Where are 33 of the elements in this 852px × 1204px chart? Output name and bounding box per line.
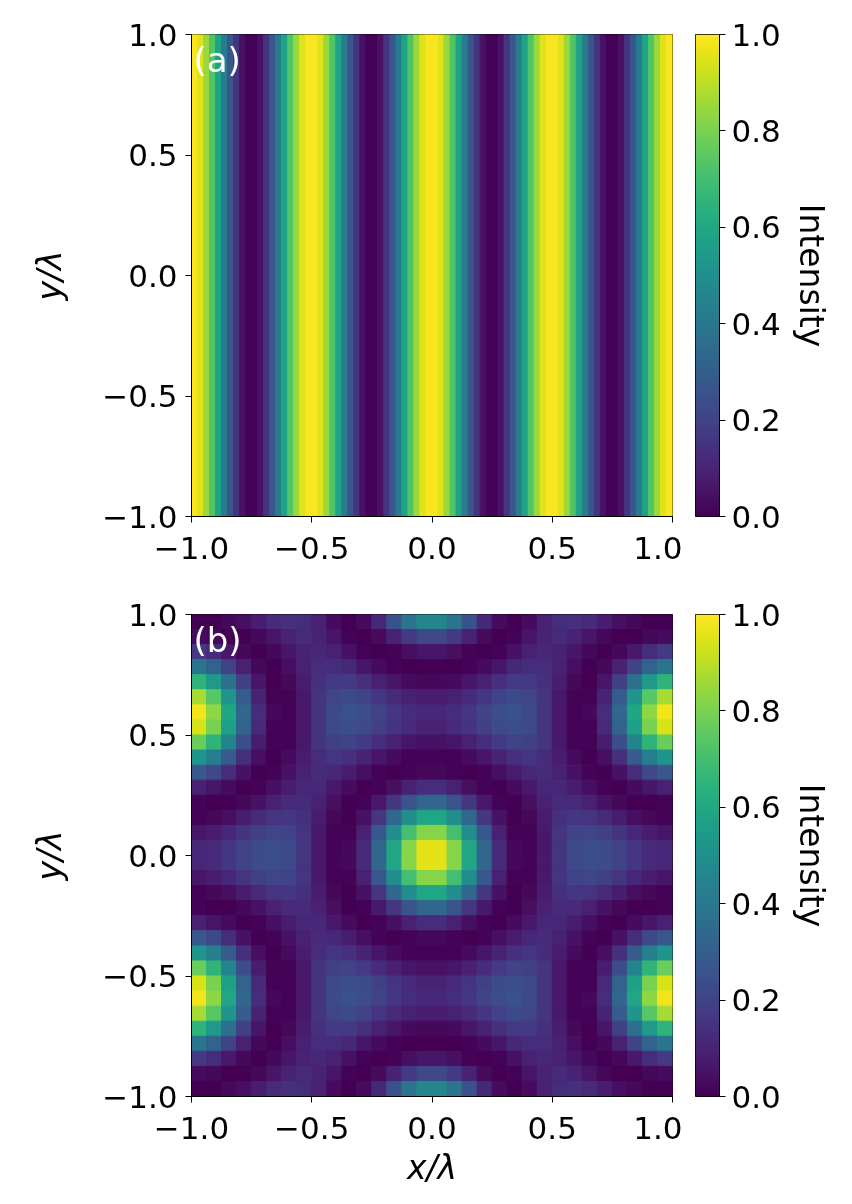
color-bar-label: 0.6 [731, 789, 781, 826]
color-bar-label: 1.0 [731, 16, 781, 53]
x-tick-label: 1.0 [633, 529, 683, 566]
color-bar-label: 1.0 [731, 596, 781, 633]
color-bar-label: 0.8 [731, 692, 781, 729]
color-bar-label: 0.4 [731, 885, 781, 922]
color-bar-label: 0.2 [731, 402, 781, 439]
x-tick-label: 0.5 [527, 529, 577, 566]
y-tick-label: 0.0 [128, 837, 178, 874]
y-tick-label: 1.0 [128, 16, 178, 53]
y-axis-title: y/λ [30, 830, 70, 882]
y-axis-title: y/λ [30, 250, 70, 302]
x-tick-label: −0.5 [274, 529, 350, 566]
color-bar-label: 0.8 [731, 112, 781, 149]
color-bar-label: 0.6 [731, 209, 781, 246]
x-tick-label: −0.5 [274, 1109, 350, 1146]
y-tick-label: −0.5 [102, 958, 178, 994]
x-tick-label: 0.0 [407, 529, 457, 566]
x-axis-title: x/λ [405, 1147, 458, 1187]
color-bar-title: Intensity [791, 783, 831, 928]
y-tick-label: 0.0 [128, 257, 178, 294]
y-tick-label: −0.5 [102, 378, 178, 414]
x-tick-label: 0.5 [527, 1109, 577, 1146]
color-bar-label: 0.2 [731, 982, 781, 1019]
annotation: (b) [193, 619, 242, 660]
x-tick-label: 0.0 [407, 1109, 457, 1146]
y-tick-label: 0.5 [128, 137, 178, 173]
x-tick-label: 1.0 [633, 1109, 683, 1146]
color-bar-label: 0.0 [731, 1078, 781, 1115]
color-bar-label: 0.4 [731, 305, 781, 342]
y-tick-label: 0.5 [128, 717, 178, 753]
color-bar-title: Intensity [791, 203, 831, 348]
y-tick-label: 1.0 [128, 596, 178, 633]
